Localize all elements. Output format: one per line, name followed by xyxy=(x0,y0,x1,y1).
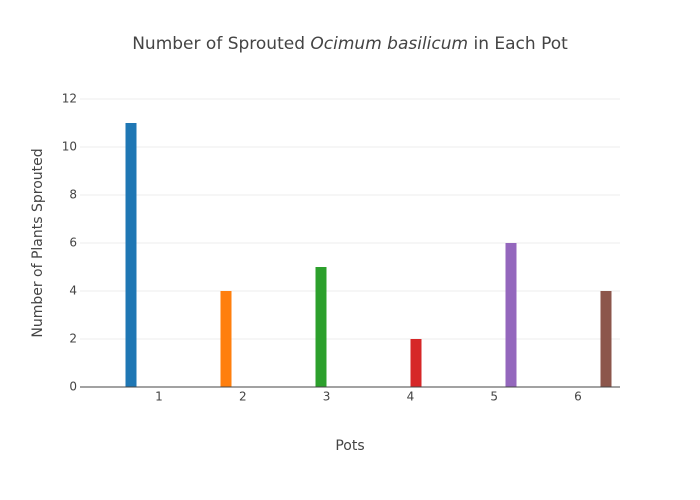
x-tick-label: 4 xyxy=(407,390,415,404)
y-tick-label: 6 xyxy=(69,236,77,250)
y-axis-title: Number of Plants Sprouted xyxy=(30,148,46,337)
y-tick-label: 8 xyxy=(69,188,77,202)
bar xyxy=(600,291,612,387)
x-tick-label: 6 xyxy=(574,390,582,404)
bar xyxy=(125,123,137,387)
bar xyxy=(220,291,232,387)
y-tick-label: 0 xyxy=(69,380,77,394)
x-tick-label: 2 xyxy=(239,390,247,404)
bar xyxy=(315,267,327,387)
y-tick-label: 4 xyxy=(69,284,77,298)
title-part: Number of Sprouted xyxy=(132,34,310,54)
bar xyxy=(410,339,422,387)
x-axis-title: Pots xyxy=(335,438,364,454)
y-tick-label: 12 xyxy=(62,92,77,106)
y-tick-label: 10 xyxy=(62,140,77,154)
y-tick-label: 2 xyxy=(69,332,77,346)
title-part: Ocimum basilicum xyxy=(310,34,468,54)
title-part: in Each Pot xyxy=(468,34,568,54)
x-tick-label: 3 xyxy=(323,390,331,404)
bar xyxy=(505,243,517,387)
chart-title: Number of Sprouted Ocimum basilicum in E… xyxy=(132,34,568,54)
x-tick-label: 1 xyxy=(155,390,163,404)
x-tick-label: 5 xyxy=(490,390,498,404)
